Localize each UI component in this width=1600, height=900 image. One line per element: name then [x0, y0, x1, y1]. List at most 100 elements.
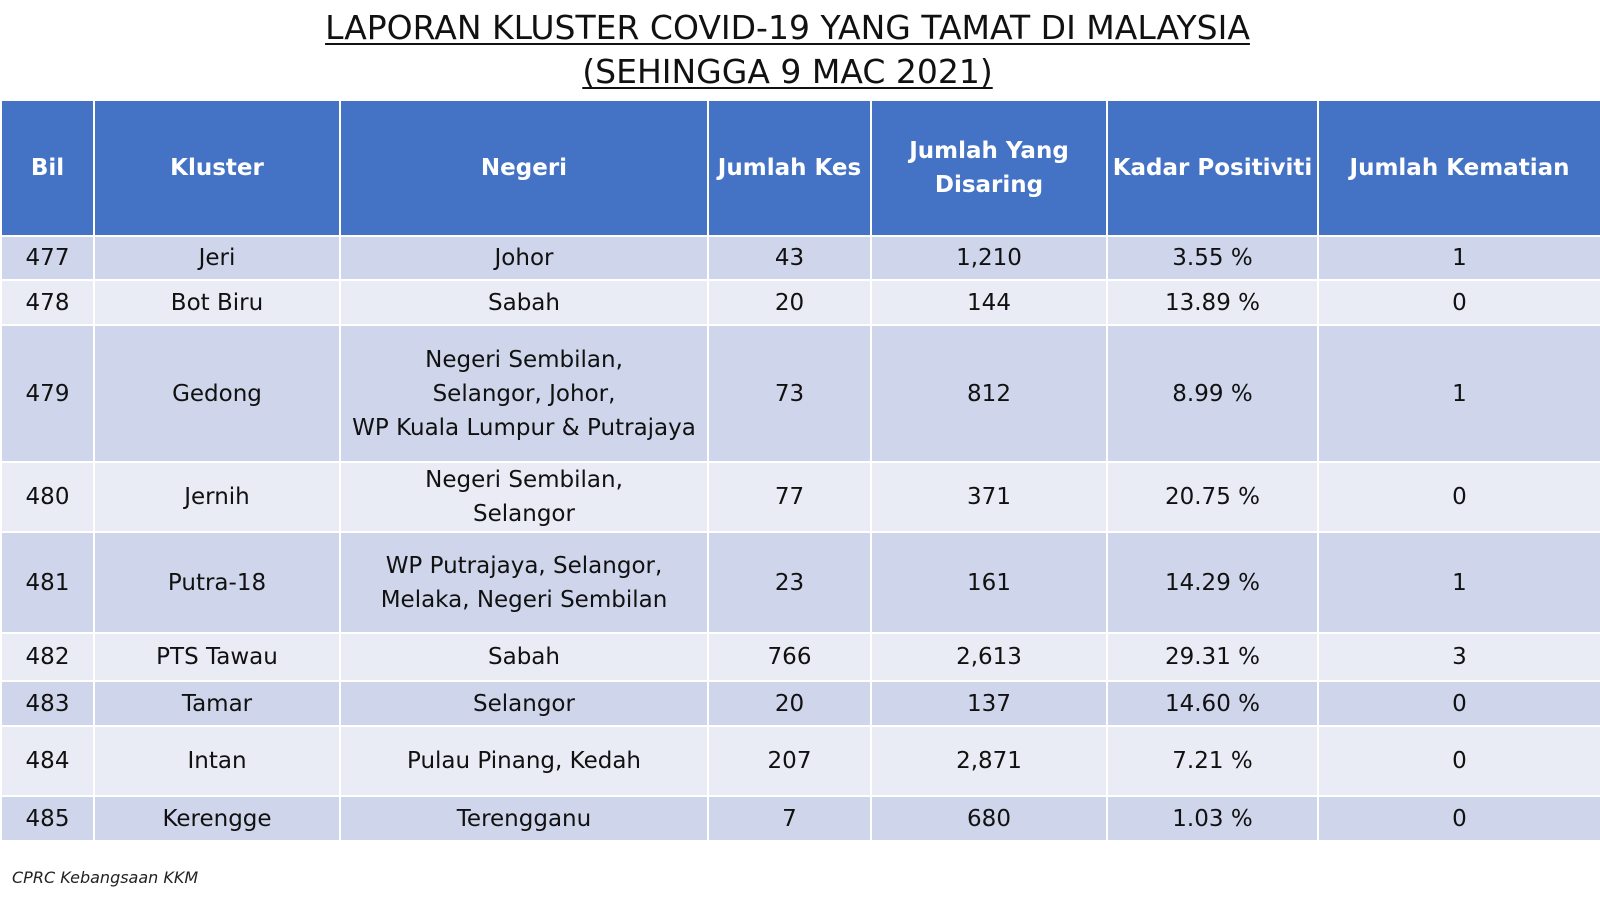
cell-kluster: Intan [93, 725, 341, 797]
cell-jumlah-disaring: 144 [870, 279, 1108, 326]
header-jumlah-kes: Jumlah Kes [707, 99, 872, 237]
cell-kluster: PTS Tawau [93, 632, 341, 682]
negeri-line: Johor [494, 245, 554, 271]
negeri-line: Sabah [488, 289, 560, 316]
header-jumlah-kematian: Jumlah Kematian [1317, 99, 1600, 237]
report-title: LAPORAN KLUSTER COVID-19 YANG TAMAT DI M… [0, 6, 1575, 94]
table-row: 481 Putra-18 WP Putrajaya, Selangor, Melaka… [0, 531, 1600, 634]
header-jumlah-disaring-line-2: Disaring [934, 172, 1044, 198]
cell-jumlah-kematian: 3 [1317, 632, 1600, 682]
cell-kadar-positiviti: 7.21 % [1106, 725, 1319, 797]
cell-bil: 477 [0, 235, 95, 281]
cell-jumlah-kes: 77 [707, 461, 872, 533]
cell-jumlah-disaring: 680 [870, 795, 1108, 842]
cluster-table: Bil Kluster Negeri Jumlah Kes Jumlah Yan… [0, 99, 1600, 842]
cell-negeri: Sabah [339, 279, 709, 326]
cell-kluster: Kerengge [93, 795, 341, 842]
negeri-line: WP Kuala Lumpur & Putrajaya [352, 414, 696, 441]
table-row: 480 Jernih Negeri Sembilan, Selangor 77 371 20… [0, 461, 1600, 533]
cell-jumlah-disaring: 1,210 [870, 235, 1108, 281]
cell-kadar-positiviti: 14.29 % [1106, 531, 1319, 634]
cell-jumlah-kematian: 1 [1317, 531, 1600, 634]
cell-kadar-positiviti: 20.75 % [1106, 461, 1319, 533]
cell-jumlah-kes: 20 [707, 680, 872, 727]
cell-kadar-positiviti: 29.31 % [1106, 632, 1319, 682]
title-line-1: LAPORAN KLUSTER COVID-19 YANG TAMAT DI M… [325, 8, 1250, 47]
cell-jumlah-kes: 7 [707, 795, 872, 842]
cell-negeri: Negeri Sembilan, Selangor, Johor, WP Kuala… [339, 324, 709, 463]
cell-kadar-positiviti: 13.89 % [1106, 279, 1319, 326]
cell-kluster: Jernih [93, 461, 341, 533]
cell-jumlah-disaring: 2,871 [870, 725, 1108, 797]
cell-negeri: Terengganu [339, 795, 709, 842]
header-kluster: Kluster [93, 99, 341, 237]
cell-kluster: Putra-18 [93, 531, 341, 634]
cell-bil: 485 [0, 795, 95, 842]
cell-jumlah-kematian: 0 [1317, 279, 1600, 326]
negeri-line: WP Putrajaya, Selangor, [385, 552, 663, 579]
header-jumlah-disaring-line-1: Jumlah Yang [909, 138, 1069, 164]
cell-kluster: Gedong [93, 324, 341, 463]
negeri-line: Terengganu [456, 805, 592, 832]
cell-bil: 483 [0, 680, 95, 727]
header-bil: Bil [0, 99, 95, 237]
cell-jumlah-disaring: 812 [870, 324, 1108, 463]
cell-kluster: Tamar [93, 680, 341, 727]
cell-bil: 480 [0, 461, 95, 533]
cell-jumlah-kes: 766 [707, 632, 872, 682]
cell-jumlah-disaring: 2,613 [870, 632, 1108, 682]
cell-negeri: Negeri Sembilan, Selangor [339, 461, 709, 533]
source-footer: CPRC Kebangsaan KKM [12, 868, 199, 887]
cell-jumlah-disaring: 137 [870, 680, 1108, 727]
header-row: Bil Kluster Negeri Jumlah Kes Jumlah Yan… [0, 99, 1600, 237]
negeri-line: Melaka, Negeri Sembilan [380, 586, 668, 613]
header-kadar-positiviti: Kadar Positiviti [1106, 99, 1319, 237]
cell-jumlah-kematian: 1 [1317, 324, 1600, 463]
cell-negeri: Johor [339, 235, 709, 281]
cell-bil: 481 [0, 531, 95, 634]
negeri-line: Negeri Sembilan, [425, 346, 623, 373]
cell-jumlah-kematian: 0 [1317, 725, 1600, 797]
table-row: 478 Bot Biru Sabah 20 144 13.89 % 0 [0, 279, 1600, 326]
cell-kadar-positiviti: 1.03 % [1106, 795, 1319, 842]
negeri-line: Selangor [473, 501, 575, 527]
cell-jumlah-disaring: 371 [870, 461, 1108, 533]
negeri-line: Negeri Sembilan, [425, 467, 623, 493]
cell-kadar-positiviti: 3.55 % [1106, 235, 1319, 281]
title-line-2: (SEHINGGA 9 MAC 2021) [582, 52, 993, 91]
table-row: 485 Kerengge Terengganu 7 680 1.03 % 0 [0, 795, 1600, 842]
negeri-line: Selangor [473, 690, 575, 717]
cell-jumlah-kes: 43 [707, 235, 872, 281]
header-jumlah-disaring: Jumlah Yang Disaring [870, 99, 1108, 237]
table-row: 479 Gedong Negeri Sembilan, Selangor, Johor… [0, 324, 1600, 463]
cell-bil: 478 [0, 279, 95, 326]
cell-kadar-positiviti: 14.60 % [1106, 680, 1319, 727]
cell-jumlah-kes: 207 [707, 725, 872, 797]
cell-negeri: Sabah [339, 632, 709, 682]
table-body: 477 Jeri Johor 43 1,210 3.55 % 1 478 Bot Biru Sab… [0, 235, 1600, 842]
cell-bil: 484 [0, 725, 95, 797]
table-row: 484 Intan Pulau Pinang, Kedah 207 2,871 7.21 … [0, 725, 1600, 797]
cell-jumlah-kes: 20 [707, 279, 872, 326]
cell-negeri: Selangor [339, 680, 709, 727]
cell-kadar-positiviti: 8.99 % [1106, 324, 1319, 463]
header-negeri: Negeri [339, 99, 709, 237]
cell-kluster: Bot Biru [93, 279, 341, 326]
cell-jumlah-kes: 23 [707, 531, 872, 634]
cell-bil: 482 [0, 632, 95, 682]
negeri-line: Pulau Pinang, Kedah [407, 748, 641, 774]
table-row: 483 Tamar Selangor 20 137 14.60 % 0 [0, 680, 1600, 727]
cell-jumlah-disaring: 161 [870, 531, 1108, 634]
cell-jumlah-kematian: 1 [1317, 235, 1600, 281]
cell-jumlah-kes: 73 [707, 324, 872, 463]
table-row: 477 Jeri Johor 43 1,210 3.55 % 1 [0, 235, 1600, 281]
cell-jumlah-kematian: 0 [1317, 461, 1600, 533]
cell-negeri: WP Putrajaya, Selangor, Melaka, Negeri Se… [339, 531, 709, 634]
cell-jumlah-kematian: 0 [1317, 795, 1600, 842]
table-row: 482 PTS Tawau Sabah 766 2,613 29.31 % 3 [0, 632, 1600, 682]
cell-kluster: Jeri [93, 235, 341, 281]
cell-bil: 479 [0, 324, 95, 463]
negeri-line: Sabah [488, 644, 560, 670]
cell-negeri: Pulau Pinang, Kedah [339, 725, 709, 797]
cell-jumlah-kematian: 0 [1317, 680, 1600, 727]
